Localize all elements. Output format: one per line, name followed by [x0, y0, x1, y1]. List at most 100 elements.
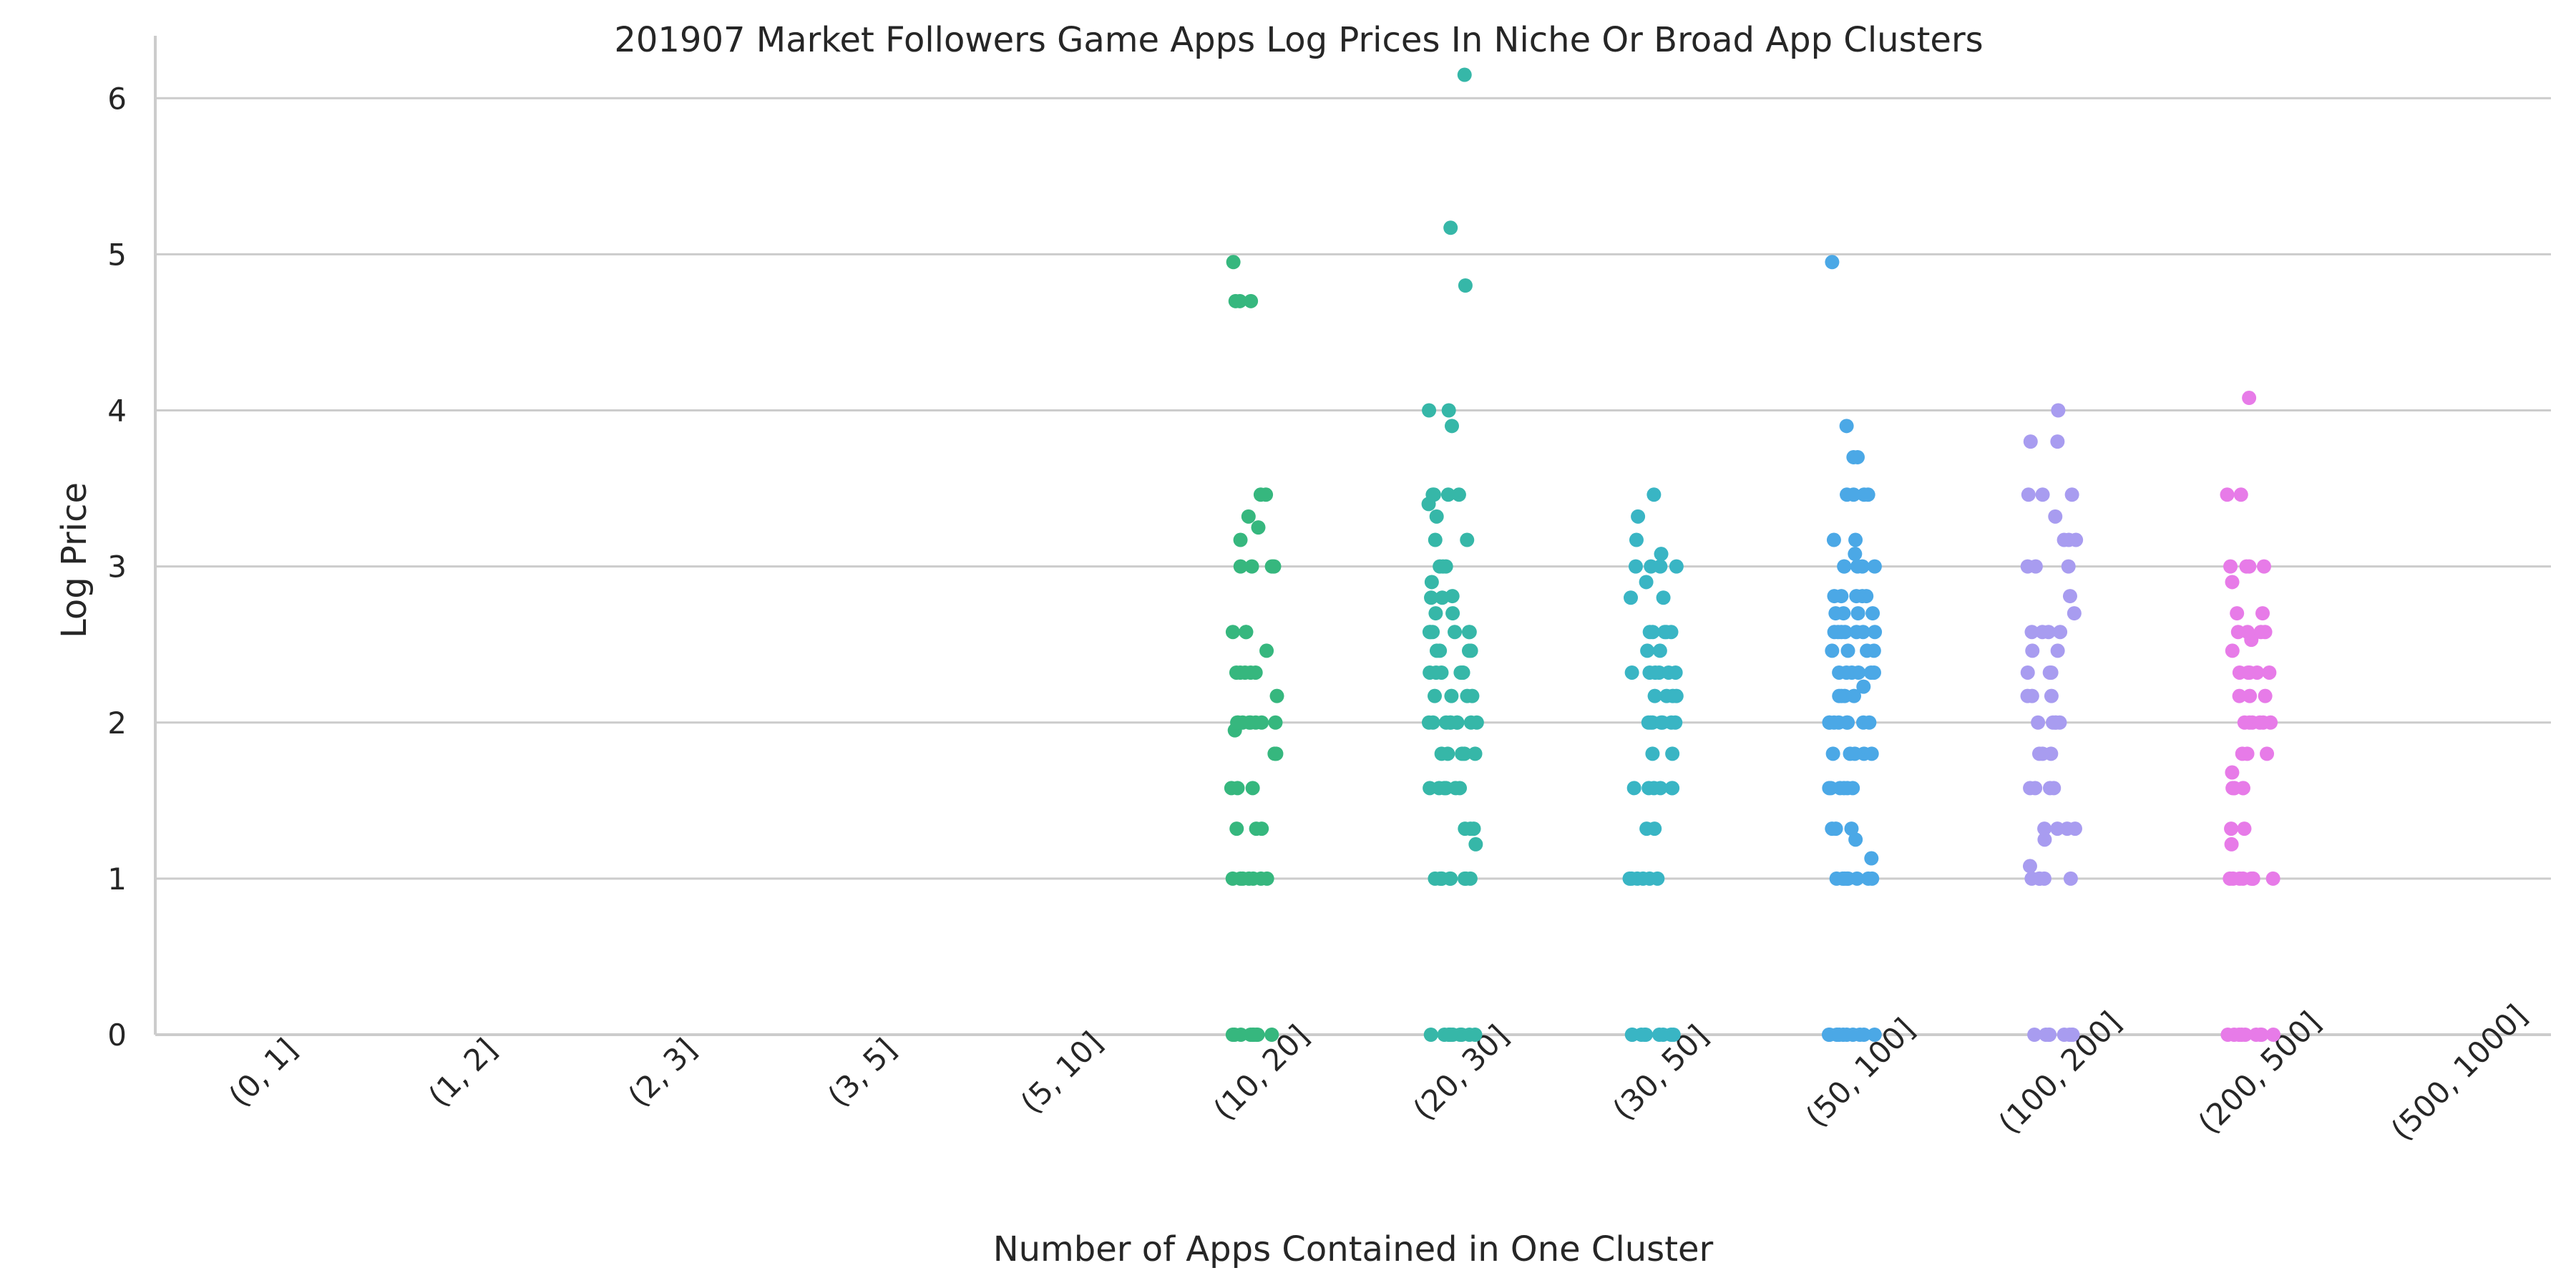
data-point [1444, 688, 1459, 703]
data-point [1664, 1028, 1679, 1042]
data-point [2022, 859, 2037, 874]
data-point [1850, 606, 1865, 621]
data-point [1827, 589, 1842, 604]
x-tick-label: (500, 1000] [2384, 997, 2534, 1147]
data-point [1264, 1028, 1279, 1042]
y-tick-label: 4 [107, 394, 127, 429]
data-point [1864, 746, 1879, 761]
y-tick-label: 5 [107, 237, 127, 272]
data-point [2048, 509, 2063, 524]
data-point [1424, 590, 1439, 605]
data-point [1653, 559, 1668, 574]
data-point [2232, 871, 2247, 886]
data-point [2266, 1028, 2281, 1042]
data-point [1428, 532, 1443, 547]
data-point [1866, 665, 1881, 680]
data-point [1645, 746, 1660, 761]
data-point [1224, 781, 1239, 796]
y-tick-labels: 0 1 2 3 4 5 6 [107, 81, 127, 1053]
data-point [1837, 559, 1852, 574]
data-point [2050, 643, 2065, 658]
data-point [2062, 1028, 2077, 1042]
data-point [2220, 1028, 2235, 1042]
data-point [2245, 871, 2260, 886]
data-point [2037, 821, 2052, 836]
data-point [1428, 688, 1443, 703]
data-point [1823, 781, 1838, 796]
data-point [2265, 871, 2280, 886]
y-tick-label: 0 [107, 1018, 127, 1053]
data-point [1450, 715, 1465, 730]
data-point [2050, 821, 2065, 836]
data-point [1825, 746, 1840, 761]
data-point [1668, 665, 1683, 680]
data-point [2262, 665, 2277, 680]
data-point [1249, 821, 1264, 836]
data-point [1838, 625, 1853, 640]
data-point [2042, 781, 2057, 796]
data-point [2235, 781, 2250, 796]
data-point [1460, 532, 1475, 547]
x-tick-label: (1, 2] [421, 1032, 503, 1113]
data-point [1432, 781, 1447, 796]
data-point [1848, 746, 1863, 761]
data-point [1646, 487, 1662, 502]
data-point [1624, 590, 1639, 605]
data-point [1840, 643, 1855, 658]
data-point [1232, 293, 1247, 308]
data-point [1825, 643, 1840, 658]
data-point [1264, 559, 1279, 574]
data-point [2021, 487, 2036, 502]
data-point [1857, 487, 1872, 502]
data-point [1445, 589, 1460, 604]
data-point [1840, 871, 1855, 886]
data-point [1848, 832, 1863, 847]
data-point [1463, 715, 1478, 730]
data-point [2260, 746, 2275, 761]
data-point [1856, 1028, 1871, 1042]
data-points [1224, 67, 2281, 1042]
data-point [1424, 575, 1439, 590]
data-point [1458, 278, 1473, 293]
data-point [1851, 665, 1866, 680]
data-point [1445, 419, 1460, 434]
data-point [2042, 665, 2057, 680]
data-point [2230, 606, 2245, 621]
data-point [1664, 781, 1679, 796]
data-point [1647, 688, 1662, 703]
data-point [1229, 821, 1244, 836]
data-point [1665, 746, 1680, 761]
data-point [1429, 643, 1444, 658]
data-point [1434, 746, 1449, 761]
data-point [2020, 559, 2035, 574]
data-point [2255, 606, 2270, 621]
data-point [1425, 715, 1440, 730]
data-point [1453, 665, 1468, 680]
data-point [1441, 403, 1456, 418]
data-point [1251, 520, 1266, 535]
x-tick-label: (5, 10] [1014, 1025, 1109, 1120]
data-point [2023, 434, 2038, 449]
data-point [1445, 606, 1460, 621]
data-point [1864, 851, 1879, 866]
data-point [1867, 1028, 1882, 1042]
data-point [2050, 434, 2065, 449]
data-point [2041, 1028, 2057, 1042]
data-point [2224, 836, 2239, 852]
data-point [2256, 559, 2271, 574]
data-point [2031, 715, 2046, 730]
data-point [1451, 487, 1466, 502]
data-point [1862, 715, 1877, 730]
data-point [1848, 532, 1863, 547]
data-point [1624, 665, 1639, 680]
data-point [1239, 625, 1254, 640]
data-point [1832, 1028, 1847, 1042]
x-tick-label: (100, 200] [1991, 1005, 2127, 1141]
data-point [1849, 589, 1864, 604]
data-point [1865, 606, 1880, 621]
data-point [1448, 625, 1463, 640]
data-point [1245, 781, 1260, 796]
data-point [1849, 625, 1864, 640]
data-point [1654, 547, 1669, 562]
